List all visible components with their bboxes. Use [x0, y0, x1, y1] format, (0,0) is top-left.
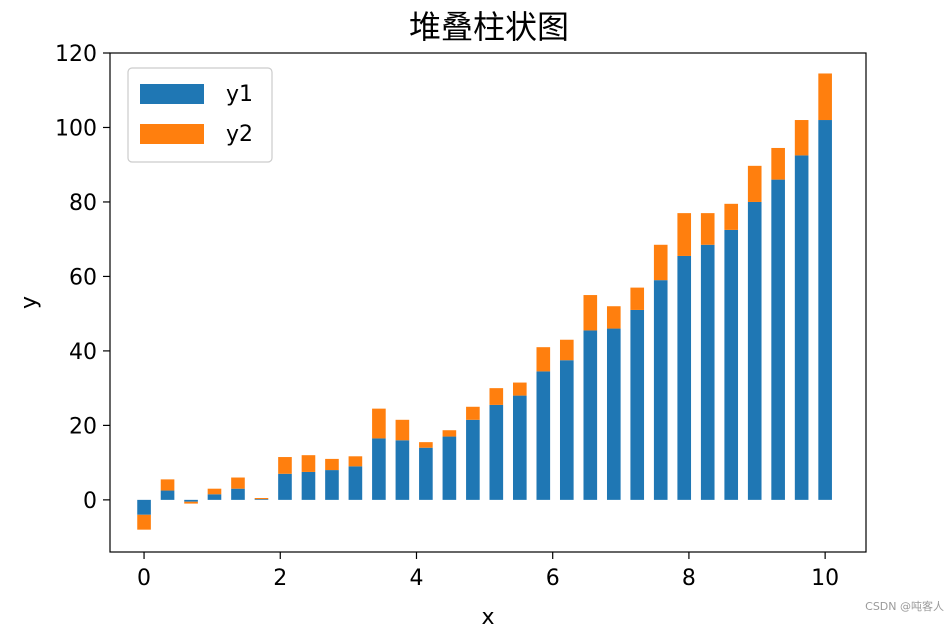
bar-y1-29 — [818, 120, 832, 500]
bar-y2-11 — [395, 419, 410, 441]
bar-y1-22 — [653, 280, 668, 500]
x-tick-label-5: 10 — [811, 566, 839, 591]
y-tick-label-6: 120 — [55, 42, 97, 67]
bar-y1-9 — [348, 466, 363, 500]
bar-y1-19 — [583, 330, 598, 500]
bar-y2-18 — [559, 339, 574, 361]
bar-y1-12 — [419, 447, 433, 500]
bar-y1-23 — [677, 255, 692, 500]
bar-y1-3 — [207, 494, 222, 500]
bar-y1-20 — [606, 328, 621, 500]
x-tick-label-1: 2 — [273, 566, 287, 591]
y-tick-label-4: 80 — [69, 191, 97, 216]
bar-y1-21 — [630, 309, 645, 500]
bar-y2-20 — [606, 306, 621, 329]
x-axis-ticks: 0 2 4 6 8 10 — [137, 552, 839, 591]
y-axis-ticks: 0 20 40 60 80 100 120 — [55, 42, 110, 514]
bar-y1-25 — [724, 229, 739, 500]
bar-y2-21 — [630, 287, 645, 310]
bar-y1-17 — [536, 371, 551, 500]
series-y1-bars — [137, 120, 832, 515]
y-tick-label-2: 40 — [69, 340, 97, 365]
bar-y2-14 — [466, 406, 480, 420]
chart-legend: y1 y2 — [127, 67, 273, 163]
bar-y2-26 — [747, 165, 762, 202]
bar-y1-0 — [137, 499, 151, 515]
bar-y2-12 — [419, 442, 433, 448]
chart-title: 堆叠柱状图 — [409, 8, 569, 46]
x-tick-label-4: 8 — [682, 566, 696, 591]
bar-y1-13 — [442, 436, 457, 500]
bar-y1-24 — [700, 244, 715, 500]
bar-y2-2 — [184, 501, 198, 504]
bar-y1-11 — [395, 440, 410, 500]
bar-y1-15 — [489, 404, 504, 500]
bar-y1-28 — [794, 155, 809, 500]
bar-y2-16 — [512, 382, 527, 396]
bar-y2-9 — [348, 456, 363, 467]
bar-y2-13 — [442, 430, 457, 437]
bar-y2-29 — [818, 73, 832, 121]
watermark-text: CSDN @吨客人 — [865, 600, 944, 613]
bar-y2-8 — [325, 458, 339, 471]
x-axis-label: x — [481, 605, 494, 626]
bar-y1-6 — [278, 473, 292, 500]
y-tick-label-5: 100 — [55, 116, 97, 141]
bar-y1-14 — [466, 419, 480, 500]
bar-y2-17 — [536, 347, 551, 372]
bar-y2-5 — [254, 498, 269, 500]
legend-swatch-y1 — [140, 84, 204, 104]
bar-y1-2 — [184, 499, 198, 502]
bar-y1-26 — [747, 201, 762, 500]
series-y2-bars — [137, 73, 832, 530]
bar-y2-3 — [207, 488, 222, 495]
x-tick-label-3: 6 — [546, 566, 560, 591]
bar-y2-15 — [489, 388, 504, 405]
bar-y2-10 — [372, 408, 386, 439]
bar-y2-0 — [137, 514, 151, 530]
bar-y2-24 — [700, 213, 715, 245]
bar-y1-18 — [559, 360, 574, 500]
bar-y2-25 — [724, 203, 739, 230]
legend-label-y1: y1 — [226, 82, 253, 107]
x-tick-label-2: 4 — [409, 566, 423, 591]
bar-y2-19 — [583, 295, 598, 331]
bar-y2-6 — [278, 457, 292, 474]
y-tick-label-0: 0 — [83, 489, 97, 514]
plot-frame — [109, 52, 867, 553]
bar-y1-4 — [231, 488, 245, 500]
bar-y1-16 — [512, 395, 527, 500]
bar-y1-7 — [301, 471, 316, 500]
x-tick-label-0: 0 — [137, 566, 151, 591]
bar-y2-28 — [794, 120, 809, 156]
bar-y1-10 — [372, 438, 386, 500]
bar-y2-22 — [653, 244, 668, 281]
bar-y2-27 — [771, 147, 785, 180]
y-tick-label-1: 20 — [69, 414, 97, 439]
legend-label-y2: y2 — [226, 122, 253, 147]
bar-y1-1 — [160, 490, 175, 500]
bar-y2-4 — [231, 477, 245, 489]
bar-y1-27 — [771, 179, 785, 500]
bar-y2-1 — [160, 479, 175, 491]
legend-swatch-y2 — [140, 124, 204, 144]
y-axis-label: y — [17, 296, 42, 309]
bar-y2-7 — [301, 455, 316, 472]
bar-y1-5 — [254, 499, 269, 500]
y-tick-label-3: 60 — [69, 265, 97, 290]
bar-y2-23 — [677, 213, 692, 256]
bar-y1-8 — [325, 470, 339, 500]
